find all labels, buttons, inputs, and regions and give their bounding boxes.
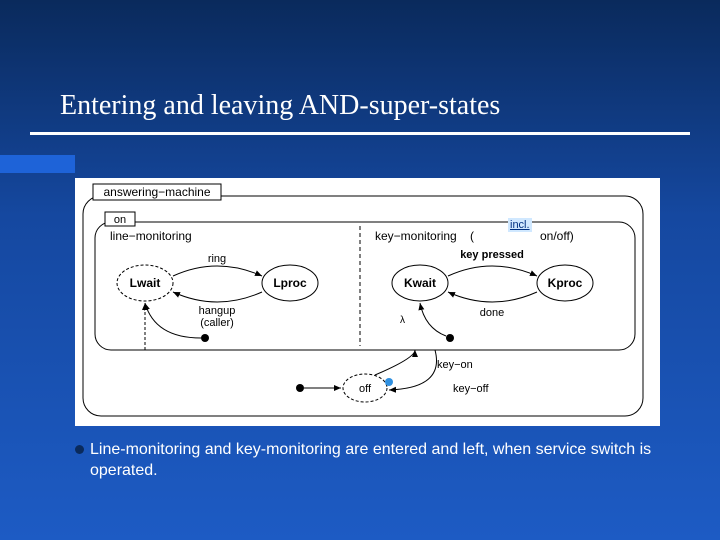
hangup-label: hangup <box>199 305 236 317</box>
bullet-item: Line-monitoring and key-monitoring are e… <box>75 440 660 482</box>
statechart-diagram: answering−machine on line−monitoring key… <box>75 178 660 426</box>
kproc-text: Kproc <box>548 276 583 290</box>
line-monitoring-label: line−monitoring <box>110 229 192 243</box>
off-label: off <box>359 383 372 395</box>
superstate-label: answering−machine <box>103 185 210 199</box>
slide-title: Entering and leaving AND-super-states <box>60 90 500 122</box>
key-monitoring-suffix: on/off) <box>540 229 574 243</box>
bullet-text: Line-monitoring and key-monitoring are e… <box>90 440 660 482</box>
initial-outer <box>296 384 304 392</box>
keypressed-label: key pressed <box>460 249 524 261</box>
title-underline <box>30 132 690 135</box>
initial-left <box>201 334 209 342</box>
key-on-label: key−on <box>437 359 473 371</box>
key-monitoring-label: key−monitoring <box>375 229 457 243</box>
key-off-label: key−off <box>453 383 490 395</box>
accent-bar <box>0 155 75 173</box>
initial-right <box>446 334 454 342</box>
caller-label: (caller) <box>200 317 234 329</box>
incl-patch: incl. <box>508 218 532 232</box>
ring-label: ring <box>208 253 226 265</box>
lambda-mark: λ <box>400 315 405 326</box>
kwait-text: Kwait <box>404 276 436 290</box>
lwait-text: Lwait <box>130 276 161 290</box>
on-label: on <box>114 214 126 226</box>
key-monitoring-paren: ( <box>470 229 474 243</box>
lproc-text: Lproc <box>273 276 307 290</box>
bullet-icon <box>75 445 84 454</box>
blue-marker-dot <box>385 378 393 386</box>
done-label: done <box>480 307 504 319</box>
